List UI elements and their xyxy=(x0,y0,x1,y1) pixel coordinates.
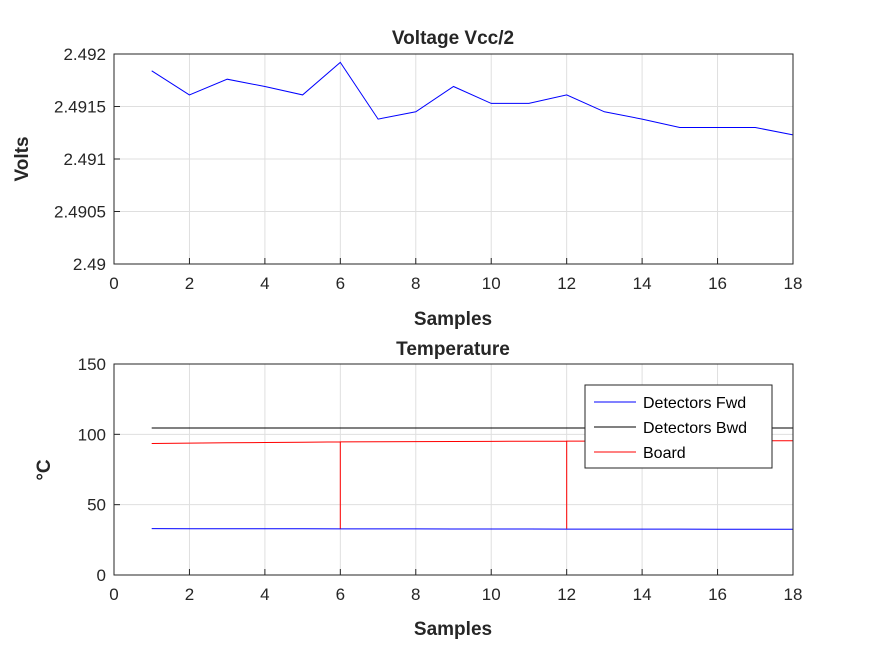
voltage-x-tick-label: 6 xyxy=(336,274,345,293)
temperature-y-tick-label: 50 xyxy=(87,496,106,515)
temperature-y-tick-label: 150 xyxy=(78,355,106,374)
temperature-x-tick-label: 14 xyxy=(633,585,652,604)
voltage-y-tick-label: 2.4905 xyxy=(54,203,106,222)
temperature-x-tick-label: 12 xyxy=(557,585,576,604)
temperature-legend: Detectors Fwd Detectors Bwd Board xyxy=(584,384,773,469)
temperature-y-axis-label: °C xyxy=(34,459,55,481)
voltage-x-tick-label: 0 xyxy=(109,274,118,293)
voltage-x-axis-label: Samples xyxy=(414,309,492,330)
voltage-line-series-0 xyxy=(151,61,794,136)
voltage-x-ticks: 0 2 4 6 8 10 12 14 16 18 xyxy=(109,258,802,293)
temperature-x-tick-label: 2 xyxy=(185,585,194,604)
legend-label-detectors-bwd: Detectors Bwd xyxy=(643,420,747,437)
voltage-y-axis-label: Volts xyxy=(12,136,33,181)
voltage-chart: 0 2 4 6 8 10 12 14 16 18 2.492.49052.4912.49152.4… xyxy=(12,28,802,330)
legend-entry-detectors-fwd: Detectors Fwd xyxy=(594,395,746,412)
temperature-x-tick-label: 0 xyxy=(109,585,118,604)
temperature-line-detectors-fwd xyxy=(151,528,793,530)
temperature-y-ticks: 0 50 100 150 xyxy=(78,355,120,585)
temperature-y-tick-label: 0 xyxy=(97,566,106,585)
voltage-x-tick-label: 8 xyxy=(411,274,420,293)
temperature-x-tick-label: 10 xyxy=(482,585,501,604)
voltage-y-tick-label: 2.491 xyxy=(63,150,106,169)
temperature-x-ticks: 0 2 4 6 8 10 12 14 16 18 xyxy=(109,569,802,604)
voltage-chart-title: Voltage Vcc/2 xyxy=(392,28,514,49)
voltage-x-tick-label: 14 xyxy=(633,274,652,293)
voltage-y-tick-label: 2.49 xyxy=(73,255,106,274)
voltage-x-tick-label: 4 xyxy=(260,274,269,293)
temperature-axes-box xyxy=(113,363,794,576)
temperature-x-tick-label: 8 xyxy=(411,585,420,604)
voltage-x-tick-label: 12 xyxy=(557,274,576,293)
voltage-x-tick-label: 2 xyxy=(185,274,194,293)
temperature-x-tick-label: 4 xyxy=(260,585,269,604)
temperature-chart-title: Temperature xyxy=(396,339,510,360)
voltage-y-tick-label: 2.4915 xyxy=(54,98,106,117)
temperature-y-tick-label: 100 xyxy=(78,425,106,444)
temperature-chart: 0 2 4 6 8 10 12 14 16 18 0 50 100 150 Temperature Sa… xyxy=(34,339,802,640)
legend-label-board: Board xyxy=(643,445,686,462)
voltage-x-tick-label: 16 xyxy=(708,274,727,293)
voltage-y-ticks: 2.49 2.4905 2.491 2.4915 2.492 xyxy=(54,45,120,274)
voltage-x-tick-label: 18 xyxy=(784,274,803,293)
temperature-x-axis-label: Samples xyxy=(414,619,492,640)
voltage-series xyxy=(151,61,794,136)
legend-label-detectors-fwd: Detectors Fwd xyxy=(643,395,746,412)
temperature-x-tick-label: 6 xyxy=(336,585,345,604)
voltage-y-tick-label: 2.492 xyxy=(63,45,106,64)
temperature-x-tick-label: 16 xyxy=(708,585,727,604)
temperature-x-tick-label: 18 xyxy=(784,585,803,604)
legend-entry-board: Board xyxy=(594,445,686,462)
voltage-x-tick-label: 10 xyxy=(482,274,501,293)
legend-entry-detectors-bwd: Detectors Bwd xyxy=(594,420,747,437)
